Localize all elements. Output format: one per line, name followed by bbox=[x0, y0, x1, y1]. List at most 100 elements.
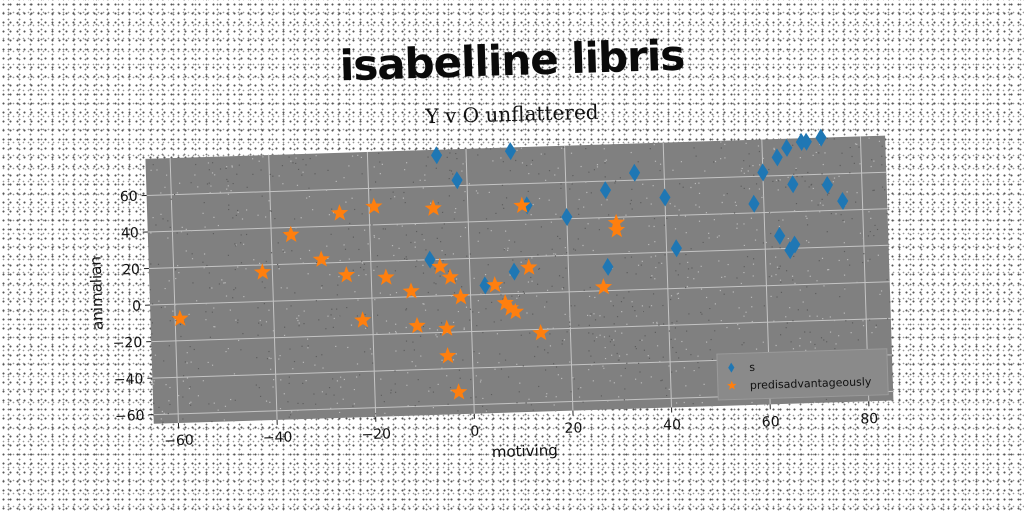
noise-dot bbox=[548, 199, 550, 201]
noise-dot bbox=[218, 283, 221, 285]
noise-dot bbox=[164, 306, 166, 308]
noise-dot bbox=[544, 369, 547, 371]
noise-dot bbox=[158, 300, 160, 302]
noise-dot bbox=[364, 313, 366, 316]
noise-dot bbox=[545, 254, 547, 256]
noise-dot bbox=[150, 232, 152, 234]
noise-dot bbox=[759, 164, 761, 166]
noise-dot bbox=[272, 386, 274, 388]
noise-dot bbox=[335, 345, 337, 348]
noise-dot bbox=[203, 267, 205, 269]
point-predisadvantageously bbox=[312, 250, 330, 267]
noise-dot bbox=[278, 175, 280, 177]
noise-dot bbox=[833, 319, 836, 322]
noise-dot bbox=[203, 253, 206, 255]
noise-dot bbox=[596, 163, 599, 166]
noise-dot bbox=[847, 258, 849, 261]
noise-dot bbox=[810, 341, 812, 343]
noise-dot bbox=[436, 336, 438, 338]
noise-dot bbox=[509, 274, 511, 276]
noise-dot bbox=[411, 361, 413, 363]
x-tick-label: 80 bbox=[860, 411, 878, 428]
noise-dot bbox=[695, 155, 697, 157]
noise-dot bbox=[549, 333, 551, 335]
noise-dot bbox=[814, 401, 816, 403]
noise-dot bbox=[182, 396, 184, 398]
noise-dot bbox=[740, 282, 742, 285]
noise-dot bbox=[342, 398, 344, 400]
noise-dot bbox=[516, 297, 518, 299]
noise-dot bbox=[279, 407, 282, 410]
noise-dot bbox=[369, 348, 372, 350]
noise-dot bbox=[886, 318, 889, 320]
noise-dot bbox=[447, 403, 449, 405]
noise-dot bbox=[330, 233, 332, 235]
noise-dot bbox=[224, 405, 227, 407]
noise-dot bbox=[746, 256, 749, 258]
noise-dot bbox=[286, 287, 288, 289]
noise-dot bbox=[649, 148, 651, 150]
noise-dot bbox=[569, 331, 572, 333]
noise-dot bbox=[806, 217, 808, 219]
noise-dot bbox=[604, 162, 606, 164]
noise-dot bbox=[339, 259, 341, 262]
noise-dot bbox=[269, 173, 271, 176]
noise-dot bbox=[811, 200, 813, 202]
noise-dot bbox=[442, 259, 444, 262]
noise-dot bbox=[770, 232, 772, 235]
noise-dot bbox=[237, 319, 239, 321]
noise-dot bbox=[373, 269, 375, 272]
noise-dot bbox=[648, 243, 650, 246]
noise-dot bbox=[312, 209, 314, 211]
noise-dot bbox=[390, 198, 392, 200]
noise-dot bbox=[230, 398, 232, 401]
noise-dot bbox=[623, 297, 625, 299]
noise-dot bbox=[152, 216, 154, 219]
noise-dot bbox=[246, 186, 248, 188]
noise-dot bbox=[495, 212, 497, 215]
noise-dot bbox=[477, 300, 479, 302]
noise-dot bbox=[394, 391, 397, 393]
point-s bbox=[815, 128, 827, 147]
noise-dot bbox=[687, 261, 689, 264]
noise-dot bbox=[208, 169, 210, 171]
noise-dot bbox=[516, 149, 518, 151]
noise-dot bbox=[520, 261, 522, 263]
x-tick-label: 60 bbox=[762, 414, 780, 431]
noise-dot bbox=[738, 307, 740, 309]
noise-dot bbox=[773, 148, 775, 151]
noise-dot bbox=[631, 188, 633, 190]
x-tick-label: −60 bbox=[164, 433, 194, 450]
noise-dot bbox=[635, 315, 638, 317]
noise-dot bbox=[429, 202, 432, 204]
noise-dot bbox=[668, 330, 671, 332]
noise-dot bbox=[886, 279, 888, 281]
noise-dot bbox=[805, 240, 808, 242]
noise-dot bbox=[656, 345, 659, 347]
noise-dot bbox=[361, 213, 363, 215]
noise-dot bbox=[565, 267, 567, 269]
noise-dot bbox=[313, 393, 315, 395]
noise-dot bbox=[555, 366, 558, 368]
noise-dot bbox=[511, 295, 513, 297]
noise-dot bbox=[260, 169, 262, 171]
noise-dot bbox=[531, 159, 534, 161]
noise-dot bbox=[503, 207, 505, 210]
noise-dot bbox=[448, 195, 450, 197]
noise-dot bbox=[264, 287, 266, 289]
noise-dot bbox=[822, 163, 824, 166]
noise-dot bbox=[234, 268, 236, 271]
noise-dot bbox=[191, 229, 193, 232]
noise-dot bbox=[825, 398, 828, 401]
noise-dot bbox=[314, 364, 316, 366]
noise-dot bbox=[487, 228, 489, 230]
noise-dot bbox=[538, 385, 540, 388]
noise-dot bbox=[822, 204, 824, 206]
noise-dot bbox=[331, 208, 333, 210]
noise-dot bbox=[381, 163, 383, 165]
point-s bbox=[789, 235, 801, 254]
noise-dot bbox=[603, 336, 606, 338]
noise-dot bbox=[379, 173, 381, 175]
noise-dot bbox=[815, 292, 817, 295]
noise-dot bbox=[373, 234, 375, 237]
